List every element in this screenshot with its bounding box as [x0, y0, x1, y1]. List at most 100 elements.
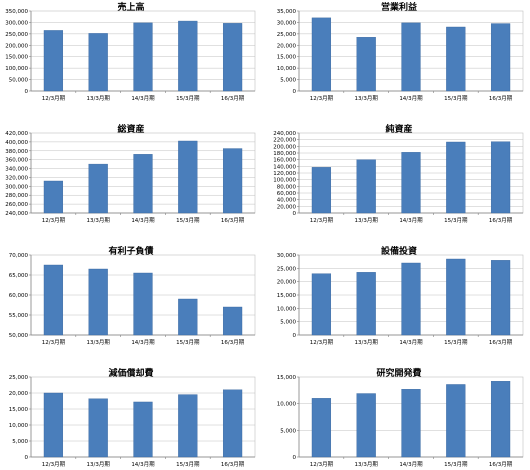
y-tick-label: 5,000 [12, 439, 28, 445]
y-tick-label: 15,000 [277, 55, 297, 61]
y-tick-label: 60,000 [9, 293, 29, 299]
bar [356, 37, 376, 92]
x-tick-label: 15/3月期 [444, 339, 468, 346]
chart-title: 営業利益 [380, 3, 417, 13]
x-tick-label: 16/3月期 [489, 217, 513, 224]
y-tick-label: 5,000 [280, 320, 296, 326]
bar [446, 26, 466, 92]
x-tick-label: 15/3月期 [176, 95, 200, 102]
bar [133, 154, 153, 214]
x-tick-label: 13/3月期 [87, 339, 111, 346]
y-tick-label: 360,000 [5, 158, 28, 164]
bar [43, 392, 64, 458]
x-tick-label: 16/3月期 [221, 95, 245, 102]
y-tick-label: 320,000 [5, 175, 28, 181]
y-tick-label: 220,000 [273, 138, 296, 144]
x-tick-label: 13/3月期 [87, 95, 111, 102]
x-tick-label: 15/3月期 [176, 339, 200, 346]
y-tick-label: 140,000 [273, 164, 296, 170]
y-tick-label: 40,000 [277, 198, 297, 204]
x-tick-label: 15/3月期 [444, 217, 468, 224]
y-tick-label: 55,000 [9, 313, 29, 319]
x-tick-label: 16/3月期 [221, 339, 245, 346]
chart-svg: 0 50,000 100,000 150,000 200,000 250,000 300,0… [5, 9, 256, 102]
chart-title: 純資産 [385, 125, 413, 135]
x-tick-label: 16/3月期 [489, 339, 513, 346]
bar [222, 389, 243, 458]
y-tick-label: 300,000 [5, 20, 28, 26]
y-tick-label: 260,000 [5, 202, 28, 208]
x-tick-label: 13/3月期 [87, 461, 111, 468]
y-tick-label: 280,000 [5, 193, 28, 199]
chart-title: 売上高 [117, 3, 145, 13]
x-tick-label: 13/3月期 [355, 217, 379, 224]
chart-title: 減価償却費 [108, 369, 154, 379]
y-tick-label: 0 [25, 89, 29, 95]
bar [401, 22, 421, 92]
y-tick-label: 25,000 [9, 375, 29, 381]
x-tick-label: 14/3月期 [399, 217, 423, 224]
bar [133, 22, 153, 92]
bar [401, 152, 421, 214]
bar [43, 264, 64, 336]
y-tick-label: 5,000 [280, 78, 296, 84]
bar [446, 141, 466, 214]
y-tick-label: 50,000 [9, 78, 29, 84]
y-tick-label: 180,000 [273, 151, 296, 157]
y-tick-label: 5,000 [280, 428, 296, 434]
y-tick-label: 400,000 [5, 140, 28, 146]
bar [446, 258, 466, 336]
chart-panel: 設備投資 0 5,000 10,000 15,000 20,000 25,000 30,000… [268, 244, 530, 348]
y-tick-label: 380,000 [5, 149, 28, 155]
y-tick-label: 100,000 [5, 66, 28, 72]
bar [490, 141, 511, 214]
bar [356, 159, 376, 214]
y-tick-label: 65,000 [9, 273, 29, 279]
y-tick-label: 80,000 [277, 184, 297, 190]
x-tick-label: 14/3月期 [131, 95, 155, 102]
y-tick-label: 10,000 [277, 306, 297, 312]
chart-svg: 0 5,000 10,000 15,000 20,000 25,000 12/3月期 13/3… [9, 375, 256, 468]
y-tick-label: 200,000 [5, 43, 28, 49]
x-tick-label: 12/3月期 [42, 95, 66, 102]
y-tick-label: 150,000 [5, 55, 28, 61]
bar [401, 389, 421, 458]
y-tick-label: 20,000 [277, 280, 297, 286]
x-tick-label: 16/3月期 [489, 95, 513, 102]
y-tick-label: 200,000 [273, 144, 296, 150]
y-tick-label: 50,000 [9, 333, 29, 339]
chart-panel: 売上高 0 50,000 100,000 150,000 200,000 250,000 30… [0, 0, 262, 104]
y-tick-label: 0 [293, 455, 297, 461]
y-tick-label: 30,000 [277, 20, 297, 26]
chart-title: 研究開発費 [376, 369, 422, 379]
x-tick-label: 13/3月期 [355, 461, 379, 468]
x-tick-label: 15/3月期 [176, 217, 200, 224]
y-tick-label: 20,000 [277, 204, 297, 210]
y-tick-label: 0 [25, 455, 29, 461]
bar [88, 33, 108, 92]
y-tick-label: 25,000 [277, 266, 297, 272]
x-tick-label: 12/3月期 [310, 95, 334, 102]
chart-title: 有利子負債 [108, 247, 154, 257]
x-tick-label: 13/3月期 [355, 95, 379, 102]
y-tick-label: 70,000 [9, 253, 29, 259]
bar [222, 306, 243, 336]
y-tick-label: 20,000 [277, 43, 297, 49]
bar [490, 381, 511, 458]
y-tick-label: 20,000 [9, 391, 29, 397]
chart-panel: 純資産 0 20,000 40,000 60,000 80,000 100,000 120,0… [268, 122, 530, 226]
x-tick-label: 13/3月期 [87, 217, 111, 224]
x-tick-label: 14/3月期 [399, 339, 423, 346]
x-tick-label: 15/3月期 [176, 461, 200, 468]
bar [88, 163, 108, 214]
x-tick-label: 16/3月期 [489, 461, 513, 468]
y-tick-label: 15,000 [9, 407, 29, 413]
bar [222, 23, 243, 92]
x-tick-label: 14/3月期 [131, 217, 155, 224]
y-tick-label: 240,000 [5, 211, 28, 217]
x-tick-label: 13/3月期 [355, 339, 379, 346]
bar [356, 393, 376, 458]
chart-panel: 減価償却費 0 5,000 10,000 15,000 20,000 25,000 12/3月… [0, 366, 262, 470]
bar [222, 148, 243, 214]
y-tick-label: 100,000 [273, 178, 296, 184]
